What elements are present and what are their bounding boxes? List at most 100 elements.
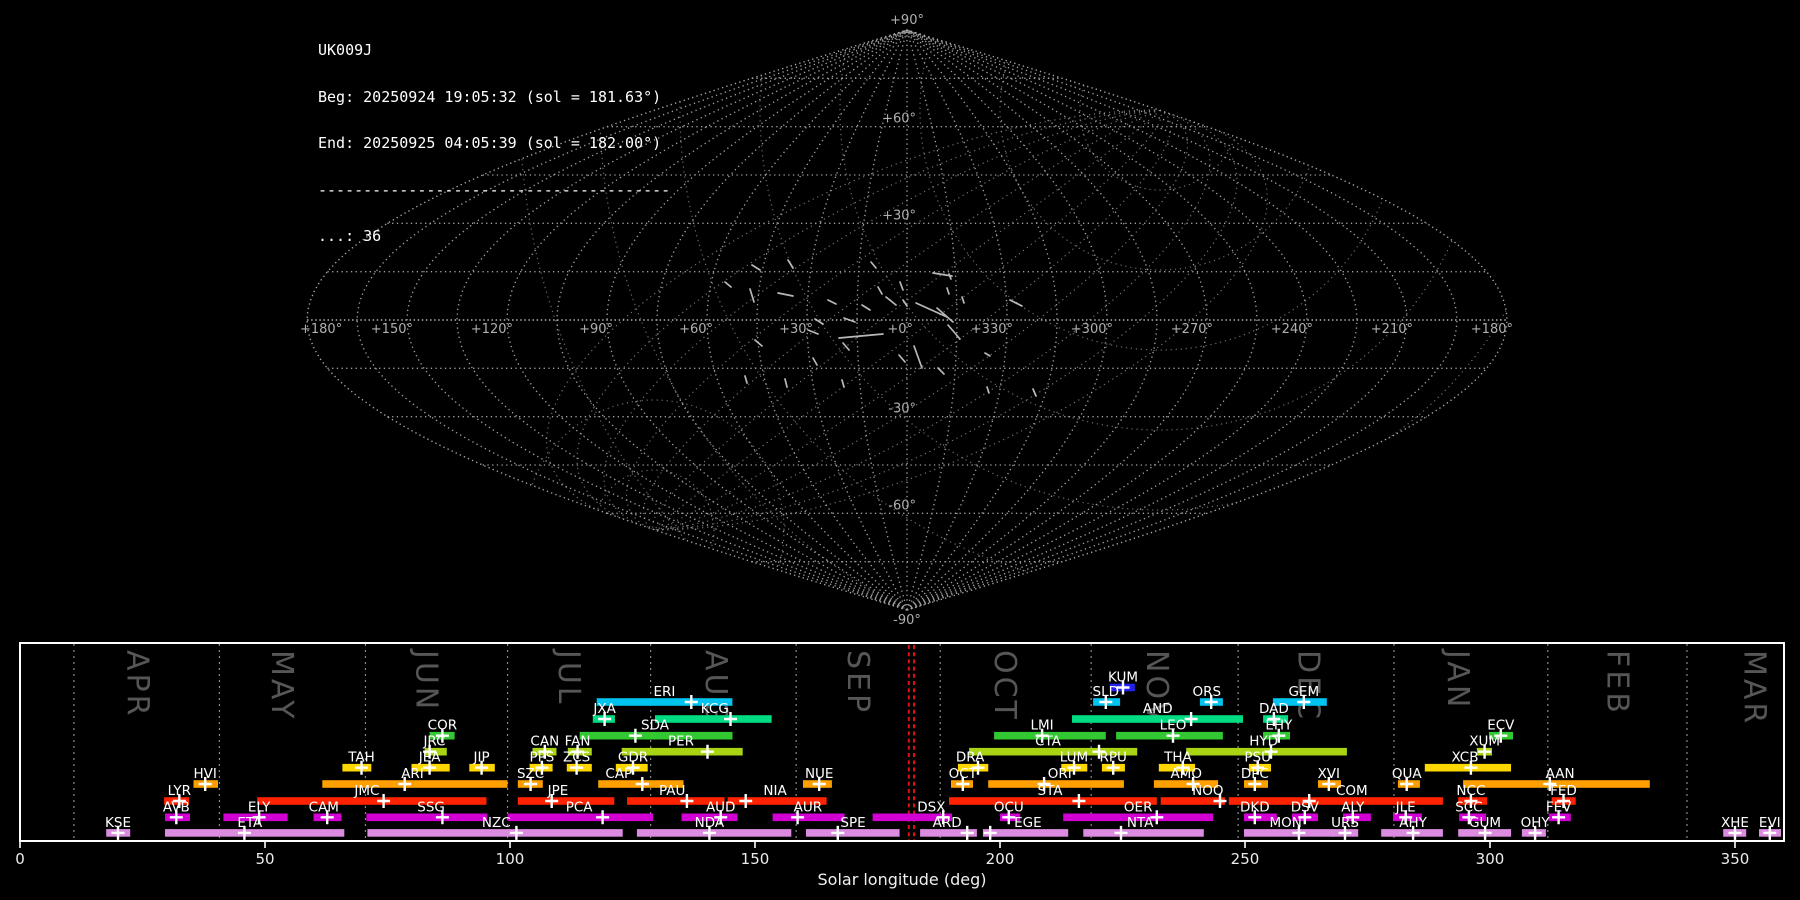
shower-bar-ARI bbox=[322, 780, 508, 788]
meteor-streak bbox=[877, 286, 883, 295]
shower-label-JPE: JPE bbox=[547, 783, 569, 799]
meteor-streak bbox=[754, 339, 763, 347]
shower-peak-DPC bbox=[1248, 777, 1262, 791]
shower-label-NOO: NOO bbox=[1192, 783, 1223, 799]
shower-label-ALY: ALY bbox=[1341, 799, 1365, 815]
shower-label-ORI: ORI bbox=[1048, 766, 1072, 782]
shower-label-SZC: SZC bbox=[517, 766, 544, 782]
meteor-streak bbox=[827, 299, 837, 305]
equatorial-grid bbox=[519, 30, 1507, 610]
shower-bar-NTA bbox=[1083, 829, 1204, 837]
shower-label-XCB: XCB bbox=[1452, 750, 1479, 766]
meteor-streak bbox=[807, 329, 819, 335]
meteor-streak bbox=[841, 379, 845, 388]
shower-peak-HYD bbox=[1264, 744, 1278, 759]
x-tick-label: 50 bbox=[255, 850, 274, 868]
shower-peak-GDR bbox=[626, 760, 640, 775]
x-tick-label: 250 bbox=[1231, 850, 1260, 868]
shower-bar-OER bbox=[1063, 813, 1214, 822]
shower-peak-MON bbox=[1292, 825, 1306, 840]
shower-peak-KCG bbox=[724, 712, 737, 726]
shower-peak-ZCS bbox=[570, 760, 584, 775]
meteor-streak bbox=[885, 296, 897, 306]
shower-peak-SDA bbox=[628, 728, 642, 743]
shower-peak-ARI bbox=[398, 777, 412, 791]
month-label-JUL: JUL bbox=[551, 648, 586, 707]
shower-label-ARD: ARD bbox=[933, 815, 962, 831]
shower-label-JEA: JEA bbox=[418, 750, 442, 766]
month-label-MAY: MAY bbox=[264, 650, 299, 721]
shower-label-XUM: XUM bbox=[1469, 734, 1500, 750]
meteor-streak bbox=[946, 287, 950, 295]
shower-label-PER: PER bbox=[668, 734, 694, 750]
shower-bar-MON bbox=[1244, 829, 1335, 837]
shower-peak-JLE bbox=[1399, 810, 1413, 825]
x-tick-label: 100 bbox=[496, 850, 525, 868]
shower-label-GUM: GUM bbox=[1469, 815, 1501, 831]
shower-bar-AND bbox=[1072, 715, 1243, 723]
shower-bar-ARD bbox=[920, 829, 977, 837]
shower-peak-NZC bbox=[509, 825, 523, 840]
shower-label-DPC: DPC bbox=[1241, 766, 1269, 782]
shower-peak-DSX bbox=[936, 810, 950, 825]
meteor-streak bbox=[749, 288, 755, 303]
shower-label-KSE: KSE bbox=[105, 815, 131, 831]
pole-label-north: +90° bbox=[890, 13, 924, 28]
meteor-streak bbox=[744, 375, 748, 384]
shower-peak-URS bbox=[1338, 825, 1352, 840]
meteor-streak bbox=[902, 299, 908, 307]
lon-label: +0° bbox=[887, 322, 913, 337]
shower-label-NCC: NCC bbox=[1456, 783, 1485, 799]
shower-label-URS: URS bbox=[1331, 815, 1359, 831]
shower-bar-CTA bbox=[969, 747, 1138, 756]
shower-bar-ERI bbox=[596, 698, 733, 706]
shower-label-CAN: CAN bbox=[530, 734, 559, 750]
shower-peak-SLD bbox=[1099, 695, 1113, 709]
shower-bar-JPE bbox=[517, 797, 615, 805]
shower-peak-SZC bbox=[524, 777, 538, 791]
shower-peak-KUM bbox=[1116, 680, 1130, 695]
shower-label-FED: FED bbox=[1550, 783, 1577, 799]
lon-label: +330° bbox=[971, 322, 1013, 337]
shower-peak-AND bbox=[1184, 712, 1198, 726]
shower-bar-AUR bbox=[772, 813, 845, 822]
lon-label: +180° bbox=[1471, 322, 1513, 337]
shower-peak-AAN bbox=[1543, 777, 1557, 791]
shower-label-DAD: DAD bbox=[1259, 701, 1289, 717]
shower-label-EGE: EGE bbox=[1014, 815, 1042, 831]
shower-peak-NIA bbox=[739, 794, 753, 808]
shower-peak-JEA bbox=[423, 760, 437, 775]
shower-label-AVB: AVB bbox=[163, 799, 190, 815]
shower-peak-QUA bbox=[1400, 777, 1414, 791]
shower-peak-FED bbox=[1557, 794, 1570, 808]
shower-peak-HVI bbox=[198, 777, 212, 791]
shower-peak-COM bbox=[1302, 794, 1316, 808]
shower-peak-PSU bbox=[1251, 760, 1265, 775]
shower-peak-FEV bbox=[1552, 810, 1566, 825]
shower-bar-DSX bbox=[872, 813, 952, 822]
shower-peak-CAP bbox=[635, 777, 649, 791]
shower-label-COM: COM bbox=[1336, 783, 1368, 799]
shower-peak-NCC bbox=[1464, 794, 1478, 808]
lon-label: +60° bbox=[679, 322, 713, 337]
shower-label-SSG: SSG bbox=[417, 799, 445, 815]
shower-bar-STA bbox=[949, 797, 1157, 805]
shower-bar-ETA bbox=[165, 829, 345, 837]
shower-peak-XVI bbox=[1322, 777, 1336, 791]
shower-peak-JMC bbox=[377, 794, 391, 808]
shower-label-DRA: DRA bbox=[956, 750, 985, 766]
shower-label-DKD: DKD bbox=[1240, 799, 1270, 815]
meteor-streak bbox=[984, 352, 991, 357]
shower-label-AND: AND bbox=[1143, 701, 1173, 717]
shower-label-SCC: SCC bbox=[1455, 799, 1482, 815]
meteor-streak bbox=[842, 342, 850, 351]
meteor-streaks bbox=[724, 259, 1037, 397]
shower-peak-SSG bbox=[435, 810, 449, 825]
meteor-streak bbox=[777, 292, 794, 297]
shower-peak-AUR bbox=[791, 810, 805, 825]
lon-label: +300° bbox=[1071, 322, 1113, 337]
shower-label-PCA: PCA bbox=[566, 799, 594, 815]
shower-label-ORS: ORS bbox=[1193, 684, 1222, 700]
month-label-NOV: NOV bbox=[1139, 650, 1174, 725]
shower-peak-SPE bbox=[831, 825, 845, 840]
